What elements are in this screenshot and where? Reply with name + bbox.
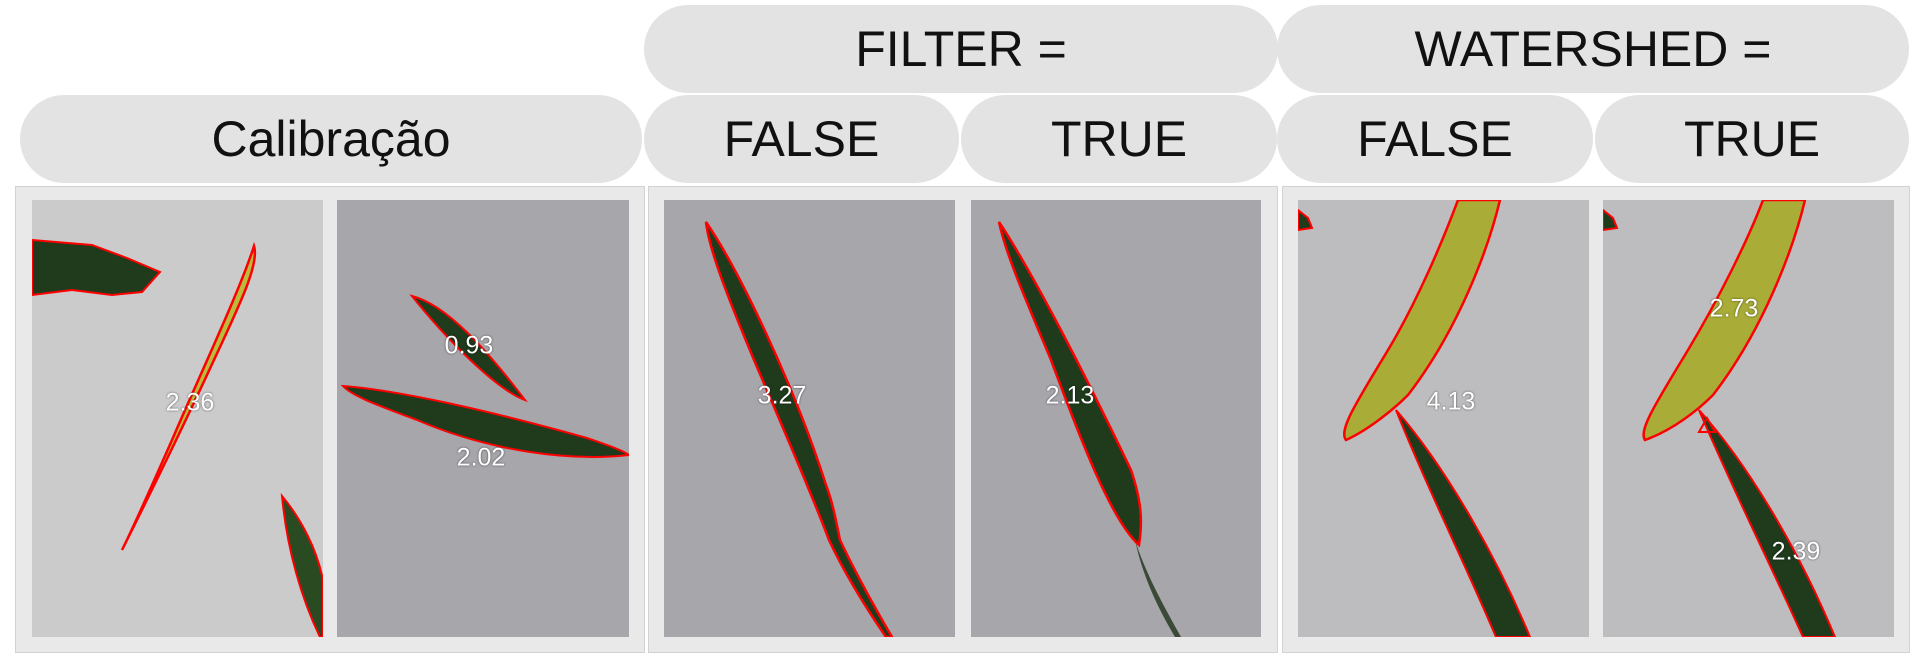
filter-true-header: TRUE — [961, 95, 1277, 183]
watershed-true-header: TRUE — [1595, 95, 1909, 183]
leaf-measure-label: 3.27 — [757, 381, 807, 410]
calibration-header: Calibração — [20, 95, 642, 183]
watershed-false-header: FALSE — [1277, 95, 1593, 183]
filter-header: FILTER = — [644, 5, 1278, 93]
calibration-image-1: 2.36 — [32, 200, 323, 637]
leaf-measure-label: 2.13 — [1045, 381, 1095, 410]
leaf-measure-label: 2.73 — [1709, 294, 1759, 323]
filter-false-header: FALSE — [644, 95, 959, 183]
calibration-image-2: 0.93 2.02 — [337, 200, 629, 637]
leaf-measure-label: 2.02 — [456, 443, 506, 472]
watershed-false-image: 4.13 — [1298, 200, 1589, 637]
watershed-header: WATERSHED = — [1277, 5, 1909, 93]
filter-true-image: 2.13 — [971, 200, 1261, 637]
leaf-measure-label: 2.39 — [1771, 537, 1821, 566]
leaf-measure-label: 4.13 — [1426, 387, 1476, 416]
filter-false-image: 3.27 — [664, 200, 955, 637]
leaf-measure-label: 2.36 — [165, 388, 215, 417]
leaf-measure-label: 0.93 — [444, 331, 494, 360]
watershed-true-image: 2.73 2.39 — [1603, 200, 1894, 637]
